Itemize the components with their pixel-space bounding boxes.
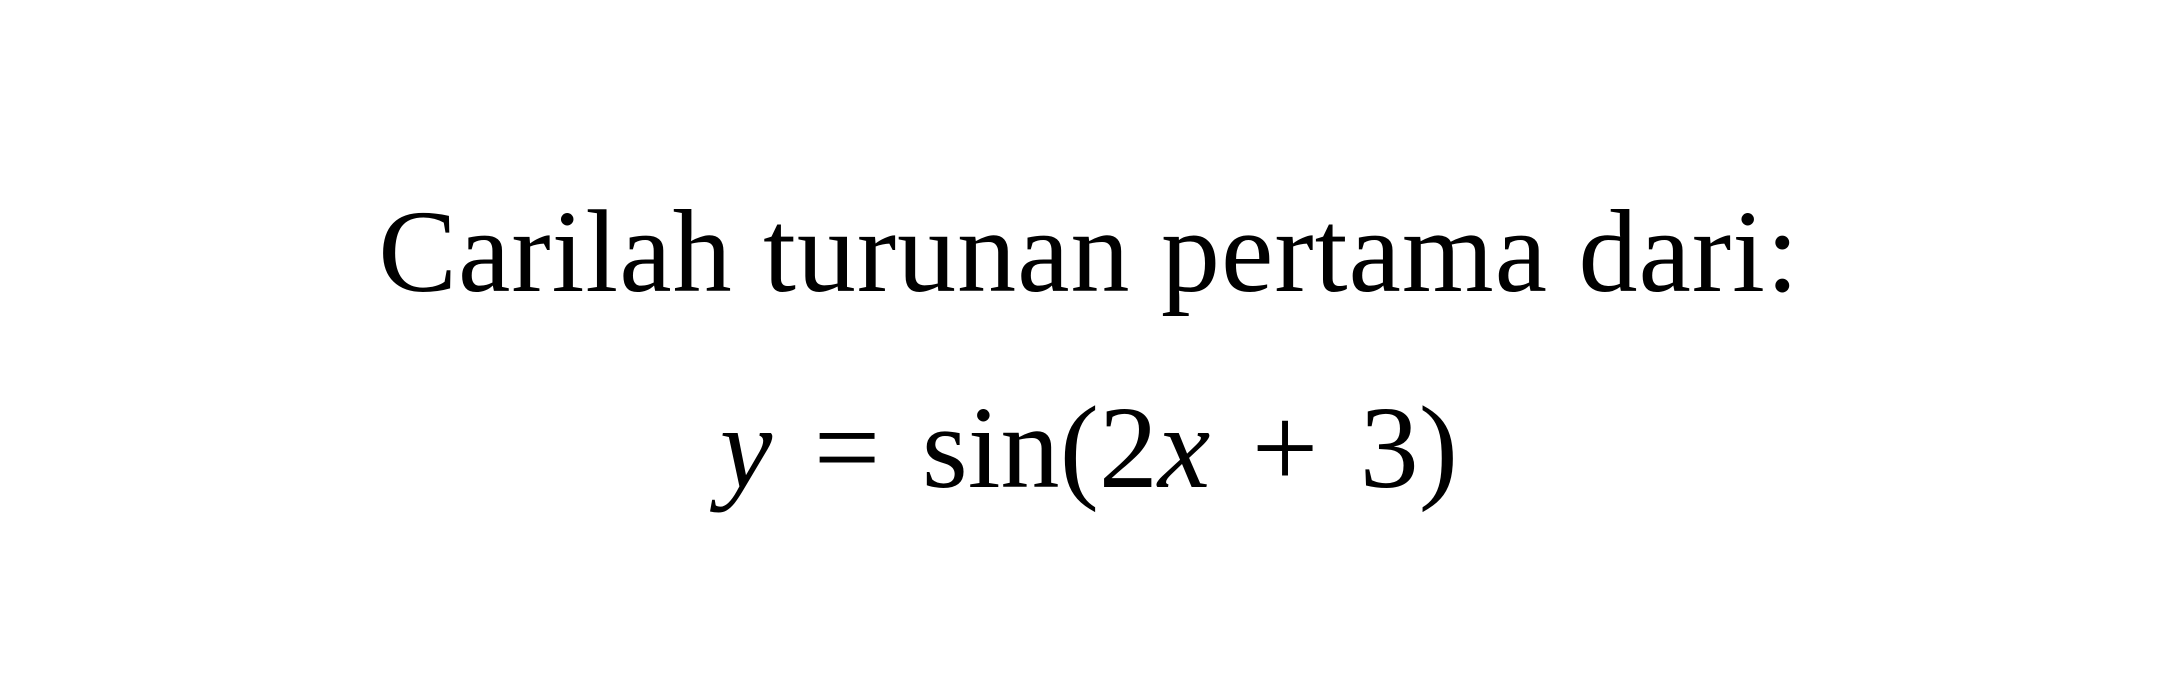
sine-function: sin	[922, 382, 1060, 513]
close-paren: )	[1419, 382, 1458, 513]
constant: 3	[1360, 382, 1419, 513]
equals-sign: =	[814, 382, 881, 513]
equation: y = sin(2x + 3)	[720, 380, 1458, 516]
open-paren: (	[1060, 382, 1099, 513]
plus-sign: +	[1252, 382, 1319, 513]
lhs-variable: y	[720, 382, 772, 513]
coefficient: 2	[1099, 382, 1158, 513]
inner-variable: x	[1158, 382, 1210, 513]
problem-instruction: Carilah turunan pertama dari:	[378, 184, 1800, 320]
